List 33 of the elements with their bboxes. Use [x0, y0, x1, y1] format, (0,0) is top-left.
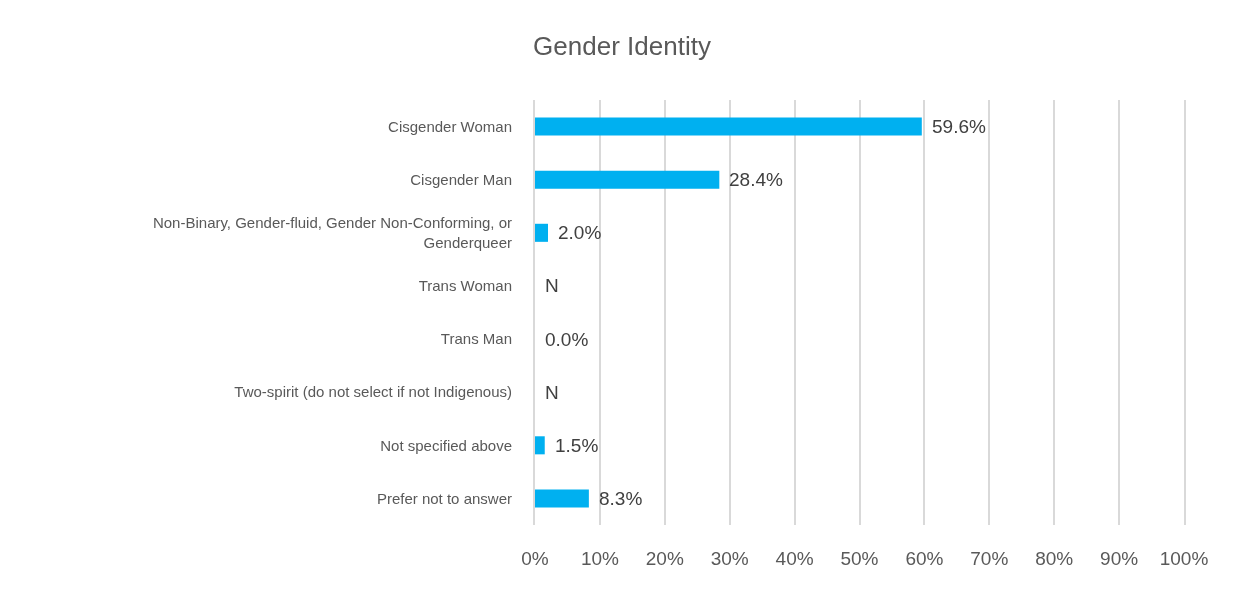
data-label: 1.5%	[555, 435, 599, 456]
y-tick-label: Non-Binary, Gender-fluid, Gender Non-Conforming, or Genderqueer	[152, 214, 512, 251]
y-tick-label: Two-spirit (do not select if not Indigenous)	[234, 383, 512, 401]
x-tick-label: 0%	[521, 548, 549, 569]
x-tick-label: 100%	[1159, 548, 1209, 569]
text: N	[545, 275, 559, 296]
data-label: 28.4%	[729, 169, 783, 190]
bar	[535, 170, 720, 189]
x-tick-label: 30%	[710, 548, 749, 569]
x-tick-label: 20%	[645, 548, 684, 569]
y-tick-label: Not specified above	[380, 436, 512, 454]
data-label: 0.0%	[545, 329, 589, 350]
y-tick-label: Prefer not to answer	[376, 489, 512, 507]
x-tick-label: 90%	[1100, 548, 1139, 569]
chart-title: Gender Identity	[533, 31, 711, 62]
data-label: 8.3%	[599, 488, 643, 509]
x-tick-label: 70%	[970, 548, 1009, 569]
text: N	[545, 382, 559, 403]
x-tick-label: 80%	[1035, 548, 1074, 569]
y-tick-label: Cisgender Man	[410, 170, 512, 188]
y-tick-label: Trans Man	[440, 330, 512, 348]
y-tick-label: Trans Woman	[418, 277, 512, 295]
data-label: 2.0%	[558, 222, 602, 243]
x-tick-label: 40%	[775, 548, 814, 569]
bar	[535, 117, 922, 136]
bar	[535, 223, 548, 242]
data-label: 59.6%	[932, 116, 986, 137]
x-tick-label: 60%	[905, 548, 944, 569]
x-tick-label: 10%	[580, 548, 620, 569]
bar	[535, 489, 589, 508]
x-tick-label: 50%	[840, 548, 879, 569]
y-tick-label: Cisgender Woman	[388, 117, 512, 135]
bar	[535, 436, 545, 455]
